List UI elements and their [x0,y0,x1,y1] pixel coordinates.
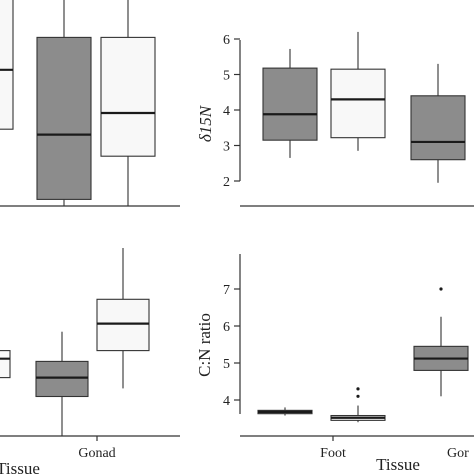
boxes-top-left [0,0,156,206]
iqr-box [0,0,14,130]
box-group-3 [410,63,466,183]
panel-bottom-left: Gonad Tissue [0,248,180,474]
y-tick-label-6: 6 [223,33,230,48]
box-group-3 [100,0,156,206]
panel-top-left [0,0,180,207]
iqr-box [0,350,11,379]
y-axis-label: δ15N [196,104,215,142]
outlier-point-1 [356,394,360,398]
x-tick-label-gor: Gor [447,446,469,461]
boxes-bottom-left [0,248,150,436]
boxes-top-right [262,31,466,183]
y-tick-label-7: 7 [223,283,230,298]
boxes-bottom-right [257,287,469,423]
iqr-box [262,67,318,141]
y-tick-label-2: 2 [223,175,230,190]
y-axis-label: C:N ratio [195,313,214,377]
x-tick-label-foot: Foot [320,446,346,461]
iqr-box [410,95,466,161]
x-axis-label: Tissue [0,459,40,474]
y-ticks-top-right: 2 3 4 5 6 [223,33,240,190]
outlier-point-1 [439,287,443,291]
iqr-box [36,36,92,200]
y-ticks-bottom-right: 4 5 6 7 [223,283,240,409]
box-group-1 [0,0,14,130]
y-axis-label-delta: δ15N [196,104,215,142]
box-group-2 [36,0,92,206]
box-group-2 [330,31,386,151]
box-group-1 [257,407,313,416]
box-group-3 [96,248,150,389]
box-group-2 [35,331,89,436]
outlier-point-2 [356,387,360,391]
x-tick-label-gonad: Gonad [78,446,115,461]
y-tick-label-5: 5 [223,357,230,372]
y-tick-label-4: 4 [223,104,230,119]
iqr-box [100,36,156,157]
iqr-box [330,68,386,139]
y-tick-label-3: 3 [223,140,230,155]
y-tick-label-6: 6 [223,320,230,335]
box-group-2 [330,387,386,423]
iqr-box [96,298,150,352]
box-group-3 [413,287,469,397]
y-tick-label-5: 5 [223,69,230,84]
panel-top-right: 2 3 4 5 6 δ15N [196,31,474,207]
x-axis-label: Tissue [376,455,420,474]
y-tick-label-4: 4 [223,394,230,409]
iqr-box [35,360,89,398]
box-group-1 [0,350,11,379]
box-group-1 [262,48,318,158]
panel-bottom-right: 4 5 6 7 C:N ratio Foot Gor Tissue [195,254,474,474]
